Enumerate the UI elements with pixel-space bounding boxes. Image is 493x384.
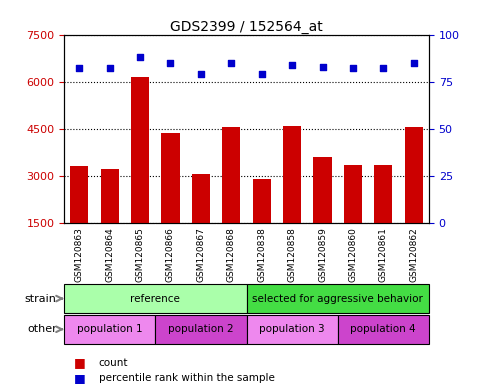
Text: GSM120838: GSM120838	[257, 227, 266, 282]
Bar	[64, 315, 155, 344]
Text: population 3: population 3	[259, 324, 325, 334]
Point	[410, 60, 418, 66]
Text: GSM120865: GSM120865	[136, 227, 144, 282]
Text: strain: strain	[25, 293, 57, 304]
Text: selected for aggressive behavior: selected for aggressive behavior	[252, 293, 423, 304]
Bar	[246, 315, 338, 344]
Point	[288, 61, 296, 68]
Point	[349, 65, 357, 71]
Text: GSM120866: GSM120866	[166, 227, 175, 282]
Text: GSM120867: GSM120867	[196, 227, 206, 282]
Point	[136, 54, 144, 60]
Bar	[405, 127, 423, 270]
Point	[167, 60, 175, 66]
Point	[227, 60, 235, 66]
Point	[197, 71, 205, 77]
Bar	[70, 166, 88, 270]
Text: count: count	[99, 358, 128, 368]
Text: GSM120860: GSM120860	[349, 227, 357, 282]
Bar	[131, 77, 149, 270]
Bar	[338, 315, 429, 344]
Bar	[252, 179, 271, 270]
Bar	[161, 133, 179, 270]
Point	[318, 63, 326, 70]
Bar	[314, 157, 332, 270]
Text: GSM120858: GSM120858	[287, 227, 297, 282]
Text: GSM120859: GSM120859	[318, 227, 327, 282]
Bar	[222, 127, 241, 270]
Text: population 4: population 4	[351, 324, 416, 334]
Text: GSM120861: GSM120861	[379, 227, 388, 282]
Bar	[155, 315, 246, 344]
Text: ■: ■	[74, 356, 86, 369]
Title: GDS2399 / 152564_at: GDS2399 / 152564_at	[170, 20, 323, 33]
Text: population 1: population 1	[77, 324, 142, 334]
Text: population 2: population 2	[168, 324, 234, 334]
Text: GSM120868: GSM120868	[227, 227, 236, 282]
Bar	[192, 174, 210, 270]
Text: reference: reference	[130, 293, 180, 304]
Point	[106, 65, 113, 71]
Point	[258, 71, 266, 77]
Bar	[246, 284, 429, 313]
Text: percentile rank within the sample: percentile rank within the sample	[99, 373, 275, 383]
Bar	[374, 165, 392, 270]
Text: ■: ■	[74, 372, 86, 384]
Bar	[101, 169, 119, 270]
Bar	[283, 126, 301, 270]
Text: other: other	[27, 324, 57, 334]
Point	[380, 65, 387, 71]
Text: GSM120864: GSM120864	[105, 227, 114, 282]
Text: GSM120863: GSM120863	[75, 227, 84, 282]
Bar	[344, 165, 362, 270]
Text: GSM120862: GSM120862	[409, 227, 418, 282]
Bar	[64, 284, 246, 313]
Point	[75, 65, 83, 71]
